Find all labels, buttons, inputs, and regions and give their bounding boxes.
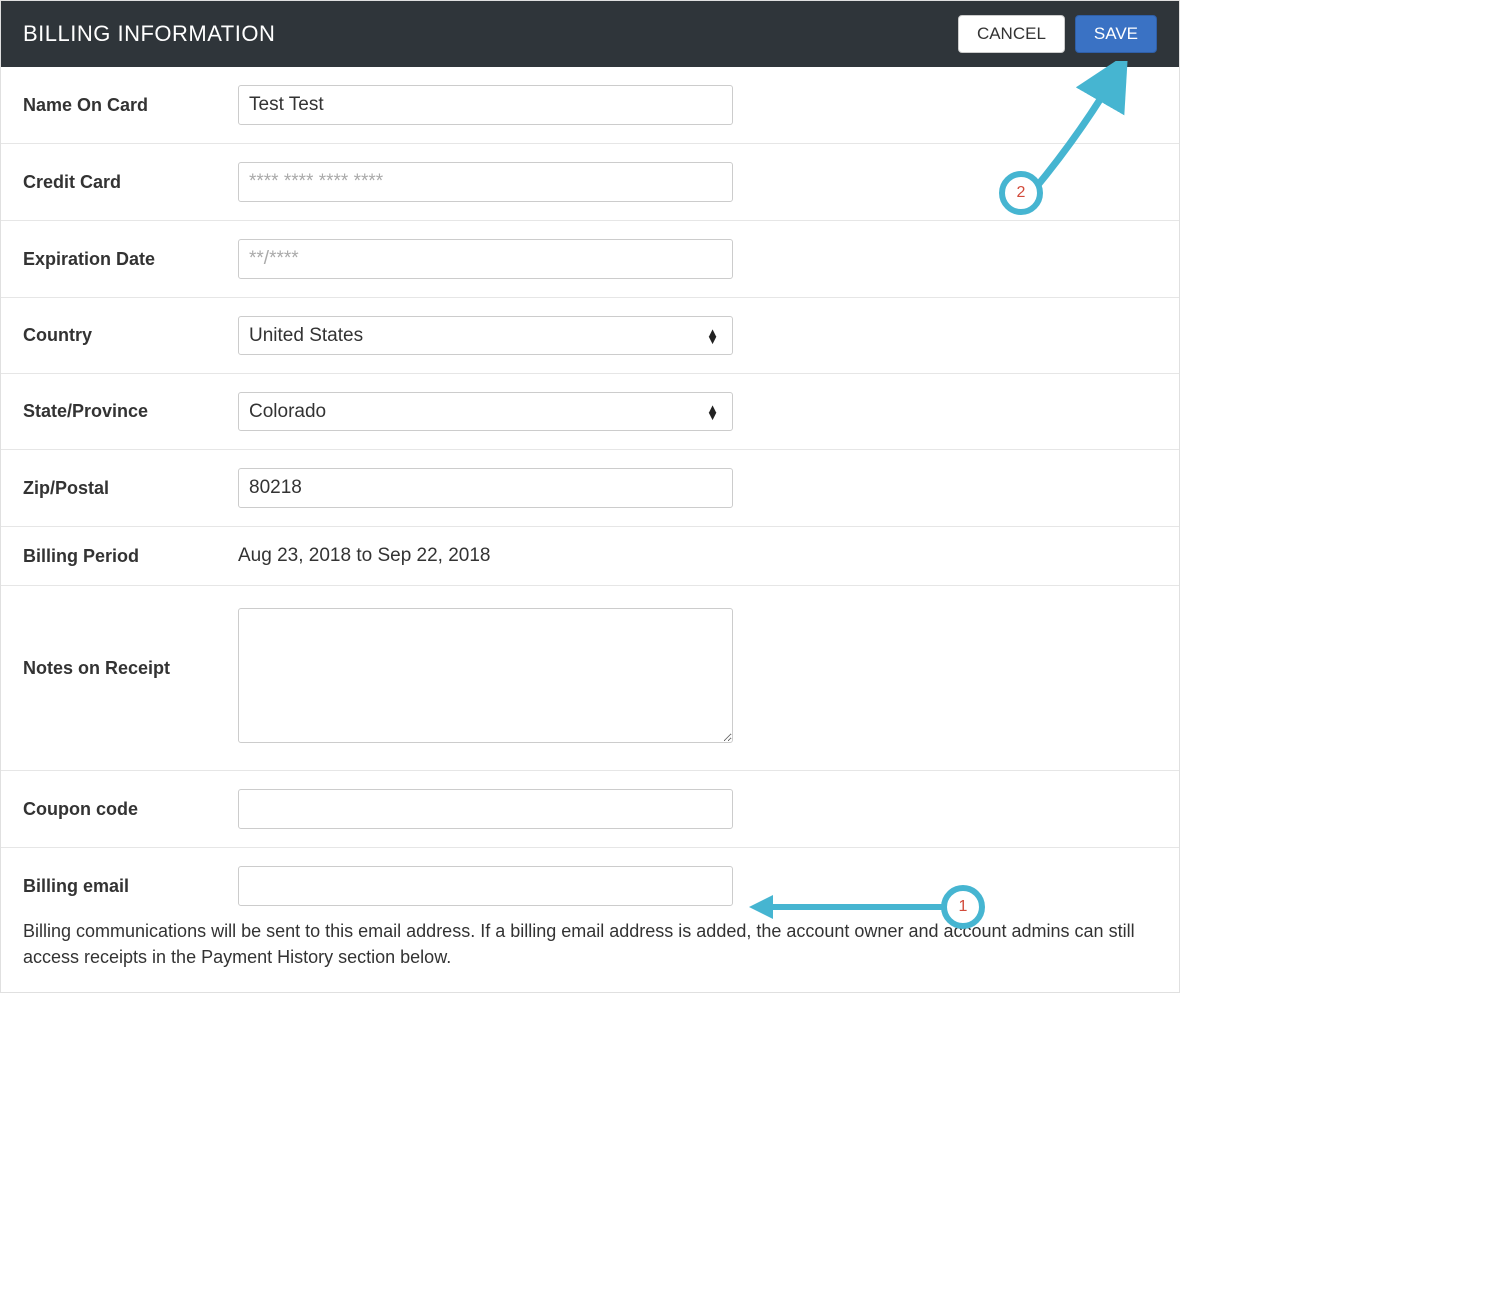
label-country: Country xyxy=(23,325,238,346)
row-expiration: Expiration Date xyxy=(1,221,1179,298)
control-billing-email xyxy=(238,866,733,906)
label-name-on-card: Name On Card xyxy=(23,95,238,116)
label-zip: Zip/Postal xyxy=(23,478,238,499)
save-button[interactable]: SAVE xyxy=(1075,15,1157,53)
row-billing-period: Billing Period Aug 23, 2018 to Sep 22, 2… xyxy=(1,527,1179,586)
header-buttons: CANCEL SAVE xyxy=(958,15,1157,53)
panel-header: BILLING INFORMATION CANCEL SAVE xyxy=(1,1,1179,67)
panel-title: BILLING INFORMATION xyxy=(23,21,275,47)
billing-email-help-text: Billing communications will be sent to t… xyxy=(1,912,1179,992)
row-zip: Zip/Postal xyxy=(1,450,1179,527)
control-notes xyxy=(238,608,733,748)
billing-period-value: Aug 23, 2018 to Sep 22, 2018 xyxy=(238,545,491,567)
row-billing-email: Billing email xyxy=(1,848,1179,912)
control-credit-card xyxy=(238,162,733,202)
label-billing-email: Billing email xyxy=(23,876,238,897)
billing-email-input[interactable] xyxy=(238,866,733,906)
row-coupon: Coupon code xyxy=(1,771,1179,848)
row-country: Country United States ▲▼ xyxy=(1,298,1179,374)
row-credit-card: Credit Card xyxy=(1,144,1179,221)
label-state: State/Province xyxy=(23,401,238,422)
label-credit-card: Credit Card xyxy=(23,172,238,193)
zip-input[interactable] xyxy=(238,468,733,508)
label-coupon: Coupon code xyxy=(23,799,238,820)
state-select[interactable]: Colorado xyxy=(238,392,733,431)
label-expiration: Expiration Date xyxy=(23,249,238,270)
label-billing-period: Billing Period xyxy=(23,546,238,567)
notes-textarea[interactable] xyxy=(238,608,733,743)
row-state: State/Province Colorado ▲▼ xyxy=(1,374,1179,450)
billing-panel: BILLING INFORMATION CANCEL SAVE Name On … xyxy=(0,0,1180,993)
coupon-input[interactable] xyxy=(238,789,733,829)
control-expiration xyxy=(238,239,733,279)
control-name-on-card xyxy=(238,85,733,125)
cancel-button[interactable]: CANCEL xyxy=(958,15,1065,53)
control-state: Colorado ▲▼ xyxy=(238,392,733,431)
control-coupon xyxy=(238,789,733,829)
expiration-input[interactable] xyxy=(238,239,733,279)
row-notes: Notes on Receipt xyxy=(1,586,1179,771)
label-notes: Notes on Receipt xyxy=(23,608,238,679)
control-zip xyxy=(238,468,733,508)
name-on-card-input[interactable] xyxy=(238,85,733,125)
control-country: United States ▲▼ xyxy=(238,316,733,355)
row-name-on-card: Name On Card xyxy=(1,67,1179,144)
country-select[interactable]: United States xyxy=(238,316,733,355)
credit-card-input[interactable] xyxy=(238,162,733,202)
